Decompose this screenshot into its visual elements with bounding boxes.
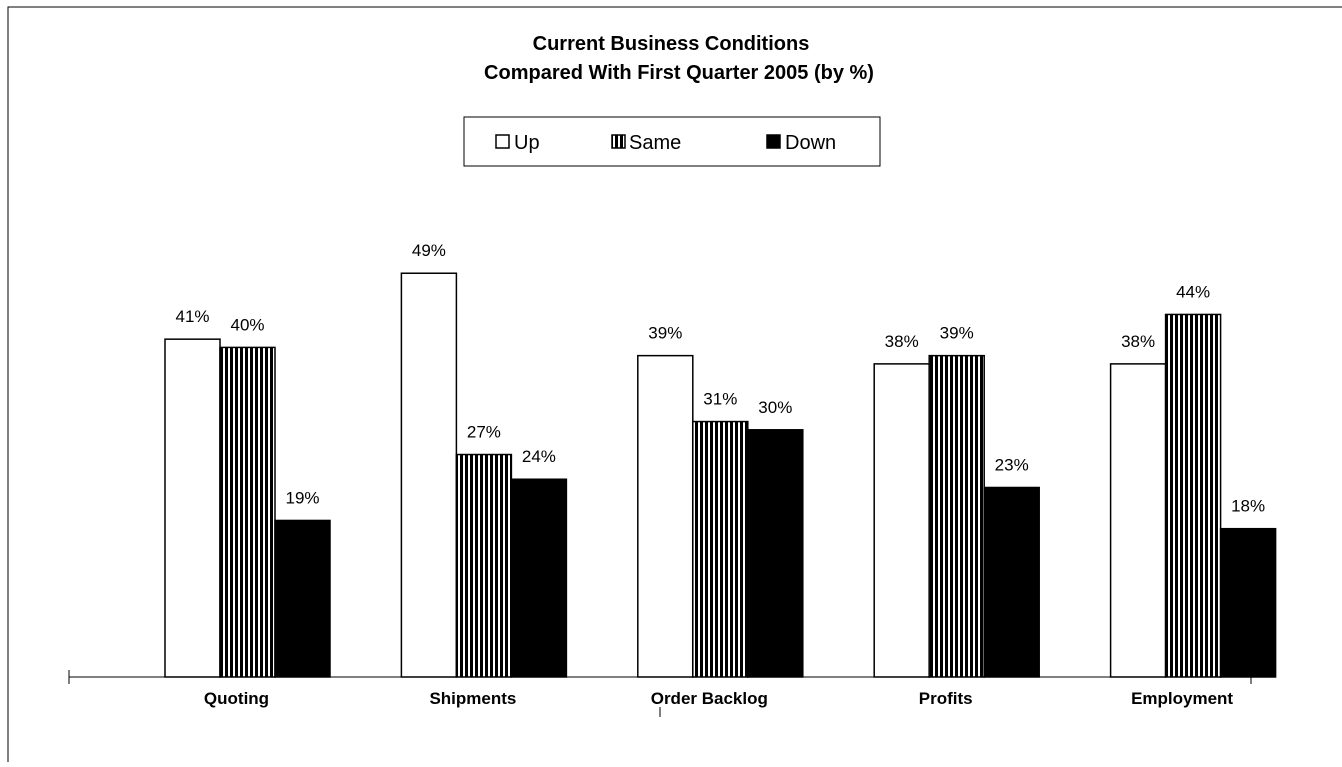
legend-label-same: Same [629,132,681,154]
bar-same-order-backlog [692,420,749,678]
x-tick-label-profits: Profits [919,689,973,708]
bar-down-order-backlog [747,429,804,678]
bar-same-quoting [219,346,276,678]
data-label-same-quoting: 40% [230,315,264,334]
data-label-up-quoting: 41% [175,307,209,326]
plot-area: 41% 40% 19% Quoting 49% 27% 24% Shipments 39% 31%… [68,241,1277,717]
x-tick-label-quoting: Quoting [204,689,269,708]
legend-swatch-down [766,134,781,149]
bar-up-shipments [400,272,458,678]
chart-title: Current Business Conditions [533,33,810,55]
data-label-up-shipments: 49% [412,241,446,260]
bar-up-employment [1109,363,1167,678]
data-label-up-employment: 38% [1121,332,1155,351]
data-label-same-employment: 44% [1176,282,1210,301]
chart-border [7,6,1342,767]
legend: Up Same Down [463,116,881,167]
legend-swatch-up [495,134,510,149]
x-tick-label-order-backlog: Order Backlog [651,689,768,708]
bar-up-quoting [164,338,221,678]
data-label-down-shipments: 24% [522,447,556,466]
x-tick-label-employment: Employment [1131,689,1233,708]
x-tick-label-shipments: Shipments [429,689,516,708]
legend-label-down: Down [785,132,836,154]
legend-box [463,116,881,167]
data-label-down-quoting: 19% [285,488,319,507]
legend-label-up: Up [514,132,540,154]
bar-down-shipments [510,478,568,678]
chart-subtitle: Compared With First Quarter 2005 (by %) [484,62,874,84]
data-label-same-order-backlog: 31% [703,390,737,409]
bar-up-profits [873,363,930,678]
bar-up-order-backlog [637,354,694,678]
bar-same-shipments [455,453,513,678]
data-label-down-employment: 18% [1231,497,1265,516]
bar-same-employment [1164,313,1222,678]
bar-down-profits [983,486,1040,678]
data-label-down-profits: 23% [995,455,1029,474]
bar-same-profits [928,354,985,678]
data-label-up-profits: 38% [885,332,919,351]
data-label-same-shipments: 27% [467,423,501,442]
data-label-same-profits: 39% [940,324,974,343]
bar-down-employment [1219,527,1277,678]
bar-down-quoting [274,519,331,678]
data-label-up-order-backlog: 39% [648,324,682,343]
data-label-down-order-backlog: 30% [758,398,792,417]
legend-swatch-same [611,134,626,149]
